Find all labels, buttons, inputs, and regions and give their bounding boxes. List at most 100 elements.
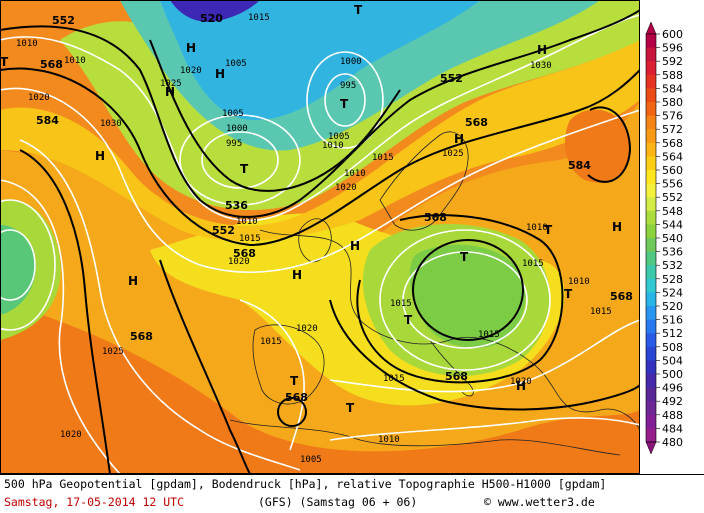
legend-swatch — [646, 129, 656, 144]
isobar-7 — [329, 417, 640, 441]
contour-568-low — [412, 239, 524, 341]
legend-label: 500 — [662, 368, 683, 381]
pressure-label: 1010 — [16, 39, 38, 49]
pressure-label: 1015 — [522, 259, 544, 269]
geopot-label: 568 — [285, 391, 308, 404]
footer-description: 500 hPa Geopotential [gpdam], Bodendruck… — [4, 477, 607, 491]
contour-584-b — [587, 106, 632, 183]
high-symbol: H — [95, 149, 105, 163]
low-symbol: T — [340, 97, 349, 111]
pressure-label: 1020 — [296, 324, 318, 334]
legend-label: 556 — [662, 178, 683, 191]
isobar-west-2 — [0, 199, 56, 331]
legend-swatch — [646, 210, 656, 225]
pressure-label: 1020 — [510, 377, 532, 387]
isobar-low-center — [402, 251, 528, 349]
geopot-label: 584 — [36, 114, 59, 127]
contour-584-a — [19, 149, 111, 474]
legend-label: 572 — [662, 123, 683, 136]
low-symbol: T — [0, 55, 9, 69]
pressure-label: 995 — [226, 139, 242, 149]
legend-swatch — [646, 333, 656, 348]
high-symbol: H — [215, 67, 225, 81]
geopot-label: 552 — [440, 72, 463, 85]
isobar-low-center-2 — [379, 229, 551, 371]
pressure-label: 1015 — [383, 374, 405, 384]
legend-label: 512 — [662, 327, 683, 340]
pressure-label: 1020 — [335, 183, 357, 193]
pressure-label: 1030 — [530, 61, 552, 71]
coastline-scandinavia — [379, 131, 469, 231]
high-symbol: H — [165, 85, 175, 99]
legend-swatch — [646, 278, 656, 293]
legend-swatch — [646, 428, 656, 443]
high-symbol: H — [292, 268, 302, 282]
legend-label: 528 — [662, 273, 683, 286]
high-symbol: H — [350, 239, 360, 253]
contour-568-a — [0, 67, 640, 247]
pressure-label: 1015 — [390, 299, 412, 309]
legend-arrow-top — [645, 21, 657, 35]
pressure-label: 1015 — [239, 234, 261, 244]
low-symbol: T — [346, 401, 355, 415]
contour-568-b — [356, 214, 564, 384]
legend-label: 548 — [662, 205, 683, 218]
geopot-label: 568 — [610, 290, 633, 303]
high-symbol: H — [516, 379, 526, 393]
legend-label: 496 — [662, 382, 683, 395]
geopot-label: 568 — [445, 370, 468, 383]
high-symbol: H — [454, 132, 464, 146]
field-green-core — [409, 244, 526, 349]
legend-swatch — [646, 265, 656, 280]
legend-label: 484 — [662, 422, 683, 435]
legend-swatch — [646, 74, 656, 89]
legend-label: 552 — [662, 191, 683, 204]
legend-label: 592 — [662, 55, 683, 68]
legend-label: 492 — [662, 395, 683, 408]
isobar-low-north-2 — [179, 114, 301, 206]
field-green-west-core — [0, 225, 36, 315]
legend-arrow-bottom — [645, 441, 657, 455]
pressure-label: 1025 — [102, 347, 124, 357]
legend-swatch — [646, 34, 656, 49]
geopot-label: 568 — [424, 211, 447, 224]
isobar-6 — [329, 319, 640, 393]
pressure-label: 1005 — [328, 132, 350, 142]
isobar-west-1 — [0, 229, 36, 301]
legend-label: 588 — [662, 69, 683, 82]
pressure-labels: 1010 1015 1020 1025 1020 1005 1000 995 1… — [16, 13, 612, 465]
legend-swatch — [646, 306, 656, 321]
field-green-north — [60, 0, 640, 210]
isobar-low-north-4 — [306, 51, 384, 149]
pressure-label: 1015 — [372, 153, 394, 163]
pressure-label: 1000 — [226, 124, 248, 134]
geopot-label: 584 — [568, 159, 591, 172]
geopot-label: 536 — [225, 199, 248, 212]
low-symbol: T — [290, 374, 299, 388]
field-blue-north — [160, 0, 480, 120]
geopot-label: 552 — [212, 224, 235, 237]
isobar-5 — [239, 299, 305, 451]
color-legend: 600 596 592 588 584 580 576 572 568 564 560 556 552 5… — [640, 0, 704, 474]
legend-swatch — [646, 170, 656, 185]
coastline-europe — [259, 229, 640, 431]
legend-swatch — [646, 197, 656, 212]
geopot-label: 568 — [40, 58, 63, 71]
pressure-label: 1010 — [236, 217, 258, 227]
pressure-centers: H H H H H H H H H H H T T T T T T T T T … — [0, 3, 622, 415]
isobar-1 — [0, 14, 640, 222]
low-symbol: T — [240, 162, 249, 176]
pressure-label: 1015 — [590, 307, 612, 317]
legend-swatch — [646, 414, 656, 429]
footer-credit: © www.wetter3.de — [484, 495, 595, 509]
legend-label: 488 — [662, 409, 683, 422]
pressure-label: 1020 — [228, 257, 250, 267]
pressure-label: 1020 — [180, 66, 202, 76]
legend-swatch — [646, 401, 656, 416]
field-orange-east — [565, 109, 631, 183]
geopot-label: 568 — [130, 330, 153, 343]
isobars — [0, 14, 640, 474]
contour-labels: 552 520 568 552 568 536 552 568 584 568 … — [36, 12, 633, 404]
footer-model: (GFS) (Samstag 06 + 06) — [258, 495, 418, 509]
legend-label: 584 — [662, 82, 683, 95]
